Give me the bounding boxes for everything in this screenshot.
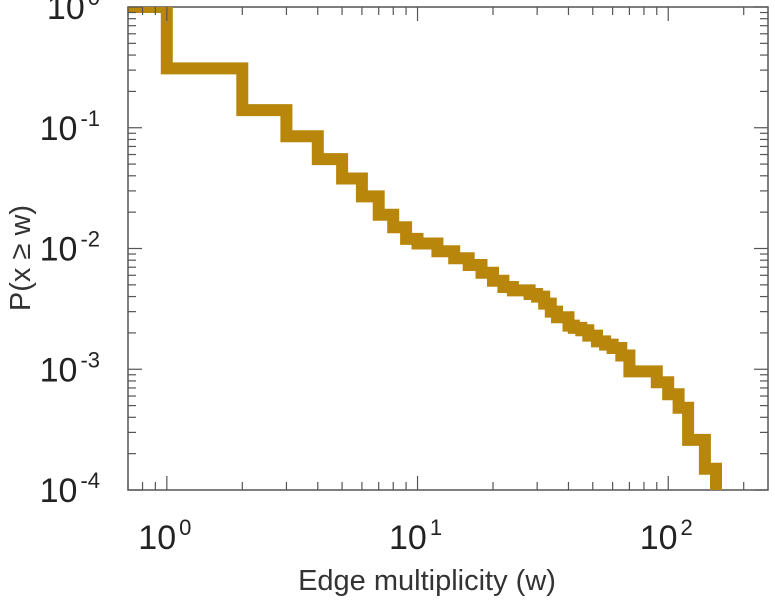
tick-labels: 100 101 102 100 10-1 10-2 10-3 10-4 xyxy=(40,0,693,557)
plot-area xyxy=(127,6,769,491)
y-tick-label: 10 -3 xyxy=(40,347,100,389)
y-axis-label: P(x ≥ w) xyxy=(5,205,37,311)
x-tick-label: 10 1 xyxy=(389,515,442,557)
y-tick-label: 10 -4 xyxy=(40,468,100,510)
axis-ticks xyxy=(127,6,768,491)
y-tick-label: 100 xyxy=(47,0,100,27)
x-tick-label: 10 0 xyxy=(138,515,191,557)
x-axis-label: Edge multiplicity (w) xyxy=(298,565,556,597)
series-line xyxy=(128,7,722,490)
y-tick-label: 10 -2 xyxy=(40,227,100,269)
y-tick-label: 10 -1 xyxy=(40,106,100,148)
x-tick-label: 10 2 xyxy=(640,515,693,557)
